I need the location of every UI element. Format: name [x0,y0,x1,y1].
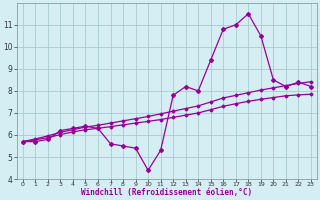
X-axis label: Windchill (Refroidissement éolien,°C): Windchill (Refroidissement éolien,°C) [81,188,252,197]
